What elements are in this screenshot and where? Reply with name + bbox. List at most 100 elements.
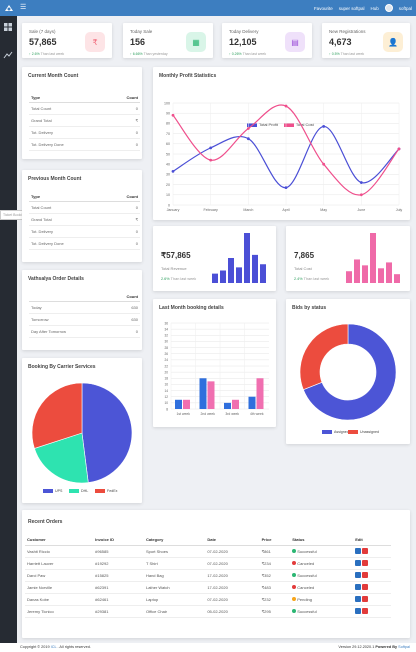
legend-swatch — [95, 489, 105, 493]
spark-bar — [346, 271, 352, 283]
spark-bar — [212, 273, 218, 283]
row-count: 0 — [106, 201, 140, 214]
table-row: Jeremy Ticnico #29381 Office Chair 05-02-20… — [25, 605, 391, 618]
status-label: Successful — [297, 572, 317, 578]
row-count: 0 — [106, 138, 140, 151]
dashboard-icon[interactable] — [3, 22, 13, 32]
x-tick-label: March — [243, 208, 253, 212]
y-tick-label: 20 — [164, 370, 168, 374]
status-cell: Canceled — [290, 581, 354, 594]
edit-icon[interactable] — [355, 596, 362, 602]
edit-icon[interactable] — [355, 548, 362, 554]
y-tick-label: 22 — [164, 364, 168, 368]
stat-card-today-sale: Today Sale 156 ↑ 6.66% Than yesterday ▦ — [123, 23, 213, 58]
menu-toggle-icon[interactable]: ☰ — [20, 4, 27, 11]
delete-icon[interactable] — [362, 608, 369, 614]
stat-pct: ↑ 0.5% — [329, 52, 341, 56]
company-name[interactable]: super softpal — [338, 5, 365, 11]
edit-icon[interactable] — [355, 572, 362, 578]
col-count: Count — [108, 292, 140, 302]
legend-label: UPS — [55, 489, 63, 493]
copyright-text: Copyright © 2019 — [20, 645, 50, 649]
status-label: Pending — [297, 596, 312, 602]
table-row: Total Count 0 — [29, 201, 140, 214]
table-row: Tomorrow 630 — [29, 313, 140, 326]
y-tick-label: 0 — [168, 203, 170, 207]
table-row: Tot. Delivery 0 — [29, 225, 140, 238]
y-tick-label: 80 — [166, 122, 170, 126]
delete-icon[interactable] — [362, 560, 369, 566]
y-tick-label: 34 — [164, 327, 168, 331]
delete-icon[interactable] — [362, 596, 369, 602]
edit-icon[interactable] — [355, 560, 362, 566]
legend-label: Total Profit — [259, 122, 278, 127]
edit-icon[interactable] — [355, 584, 362, 590]
customer-cell: Darci Paw — [25, 569, 94, 582]
row-count: 0 — [106, 237, 140, 250]
customer-cell: Harriett Lauver — [25, 557, 94, 570]
invoice-cell: #19292 — [93, 557, 144, 570]
row-count: 0 — [106, 126, 140, 139]
legend-item[interactable]: Total Cost — [283, 122, 314, 127]
data-point — [359, 193, 363, 197]
legend-swatch — [283, 122, 294, 127]
rupee-icon: ₹ — [85, 32, 105, 52]
col-header: Price — [259, 535, 291, 546]
row-count: 0 — [108, 325, 140, 338]
y-tick-label: 16 — [164, 383, 168, 387]
row-count: 630 — [108, 313, 140, 326]
data-point — [246, 137, 250, 141]
y-tick-label: 10 — [164, 401, 168, 405]
revenue-value: ₹57,865 — [161, 251, 191, 260]
table-row: Danas Kobe #62461 Laptop 07-02-2020 ₹232 Pend… — [25, 593, 391, 606]
cost-compare: Than last week — [303, 277, 330, 281]
delete-icon[interactable] — [362, 548, 369, 554]
status-dot — [292, 609, 297, 614]
customer-cell: Danas Kobe — [25, 593, 94, 606]
powered-brand-link[interactable]: Softpal — [398, 645, 410, 649]
stat-change: ↑ 2.6% Than last week — [29, 52, 64, 56]
y-tick-label: 12 — [164, 395, 168, 399]
stat-pct: ↑ 2.6% — [29, 52, 41, 56]
col-count: Count — [106, 93, 140, 103]
favourite-link[interactable]: Favourite — [313, 5, 333, 11]
stat-card-today-delivery: Today Delivery 12,105 ↑ 0.26% Than last we… — [222, 23, 312, 58]
delete-icon[interactable] — [362, 572, 369, 578]
y-tick-label: 70 — [166, 132, 170, 136]
row-type: Tot. Delivery — [29, 225, 107, 238]
y-tick-label: 20 — [166, 183, 170, 187]
edit-icon[interactable] — [355, 608, 362, 614]
current-month-title: Current Month Count — [28, 73, 79, 79]
data-point — [284, 186, 288, 190]
category-cell: T Shirt — [143, 557, 206, 570]
spark-bar — [260, 264, 266, 283]
hub-link[interactable]: Hub — [370, 5, 379, 11]
col-header: Category — [143, 535, 206, 546]
status-cell: Successful — [290, 545, 354, 558]
x-tick-label: 3rd week — [225, 412, 239, 416]
date-cell: 17-02-2020 — [205, 581, 260, 594]
app-logo-icon[interactable] — [4, 3, 14, 13]
row-type: Tot. Delivery Done — [29, 237, 107, 250]
delete-icon[interactable] — [362, 584, 369, 590]
x-tick-label: 2nd week — [200, 412, 215, 416]
brand-link[interactable]: ICL — [50, 645, 57, 649]
reports-icon[interactable] — [3, 50, 13, 60]
y-tick-label: 8 — [166, 407, 168, 411]
y-tick-label: 26 — [164, 352, 168, 356]
data-point — [322, 125, 326, 128]
cost-label: Total Cost — [294, 266, 312, 271]
last-month-chart: 8 10 12 14 16 18 20 22 24 26 28 30 32 34 36 1st week 2nd… — [164, 321, 269, 416]
carrier-pie-chart: UPS DHL FedEx — [31, 382, 133, 493]
row-count: 0 — [106, 225, 140, 238]
user-name[interactable]: softpal — [398, 5, 412, 11]
monthly-profit-chart: 0 10 20 30 40 50 60 70 80 90 100 January February Mar… — [164, 101, 402, 212]
status-dot — [292, 585, 297, 590]
legend-swatch — [69, 489, 79, 493]
category-cell: Lather Watch — [143, 581, 206, 594]
col-header: Invoice ID — [93, 535, 144, 546]
avatar[interactable] — [384, 4, 393, 12]
vathsalya-table: Count Today 630 Tomorrow 630 Day After Tomor… — [29, 292, 140, 338]
revenue-pct: 2.6% — [161, 277, 170, 281]
date-cell: 07-02-2020 — [205, 593, 260, 606]
